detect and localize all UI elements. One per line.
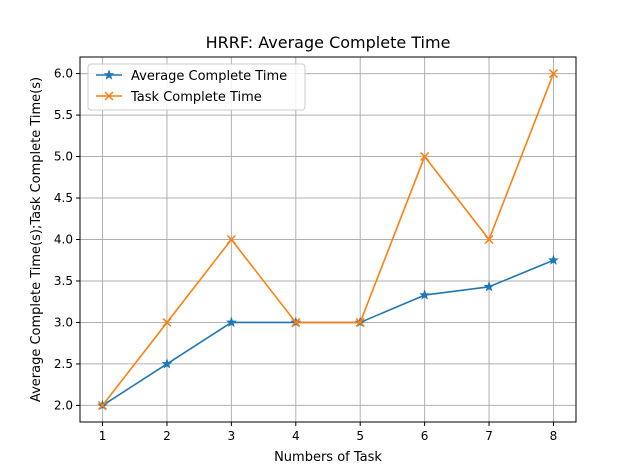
x-marker-stroke: [104, 91, 114, 101]
x-tick-label: 4: [292, 429, 300, 443]
y-tick-label: 2.0: [54, 398, 73, 412]
y-tick-label: 4.0: [54, 233, 73, 247]
y-tick-label: 4.5: [54, 191, 73, 205]
grid-lines: [80, 57, 576, 422]
x-tick-label: 8: [550, 429, 558, 443]
data-point-star: [226, 316, 237, 328]
data-point-star: [548, 254, 559, 265]
x-marker-stroke: [548, 69, 558, 79]
x-tick-label: 6: [421, 429, 429, 443]
y-tick-label: 2.5: [54, 357, 73, 371]
legend-label: Task Complete Time: [130, 90, 262, 105]
x-marker-stroke: [291, 317, 301, 327]
x-marker-stroke: [98, 400, 108, 410]
data-point-x: [484, 234, 494, 245]
chart-title: HRRF: Average Complete Time: [206, 33, 451, 52]
x-axis-label: Numbers of Task: [274, 450, 382, 465]
legend-item-2: Task Complete Time: [96, 90, 262, 105]
legend-marker-star: [103, 69, 115, 80]
data-point-star: [483, 281, 495, 292]
series-2: [98, 69, 558, 410]
x-marker-stroke: [355, 317, 365, 327]
legend-label: Average Complete Time: [131, 69, 287, 84]
data-point-x: [291, 317, 301, 327]
legend-box: [87, 63, 306, 111]
legend: Average Complete Time Task Complete Time: [87, 63, 306, 111]
data-point-x: [420, 152, 430, 162]
y-tick-label: 6.0: [54, 67, 73, 81]
x-marker-stroke: [420, 152, 430, 162]
legend-item-1: Average Complete Time: [96, 69, 287, 84]
x-tick-label: 3: [228, 429, 236, 443]
x-marker-stroke: [226, 234, 236, 245]
x-tick-label: 5: [356, 429, 364, 443]
y-tick-label: 3.5: [54, 274, 73, 288]
x-marker-stroke: [484, 234, 494, 245]
data-point-x: [355, 317, 365, 327]
series-line: [102, 259, 554, 407]
series-line: [101, 73, 555, 406]
y-tick-label: 5.0: [54, 150, 73, 164]
data-point-x: [162, 317, 172, 327]
y-axis-label: Average Complete Time(s);Task Complete T…: [29, 77, 44, 402]
data-point-x: [98, 400, 108, 410]
y-tick-label: 3.0: [54, 315, 73, 329]
data-point-star: [161, 358, 173, 369]
y-tick-label: 5.5: [54, 108, 73, 122]
series-layer: [97, 69, 559, 410]
legend-marker-x: [104, 91, 114, 101]
x-tick-label: 2: [163, 429, 171, 443]
x-tick-label: 7: [485, 429, 493, 443]
data-point-star: [419, 289, 430, 300]
data-point-x: [548, 69, 558, 79]
data-point-x: [226, 234, 236, 245]
x-tick-label: 1: [99, 429, 107, 443]
axis-ticks: 1 2 3 4 5 6 7 8 2.0 2.5 3.0 3.5 4.0 4.5 5.0 5.5 6.0: [54, 67, 557, 443]
x-marker-stroke: [162, 317, 172, 327]
